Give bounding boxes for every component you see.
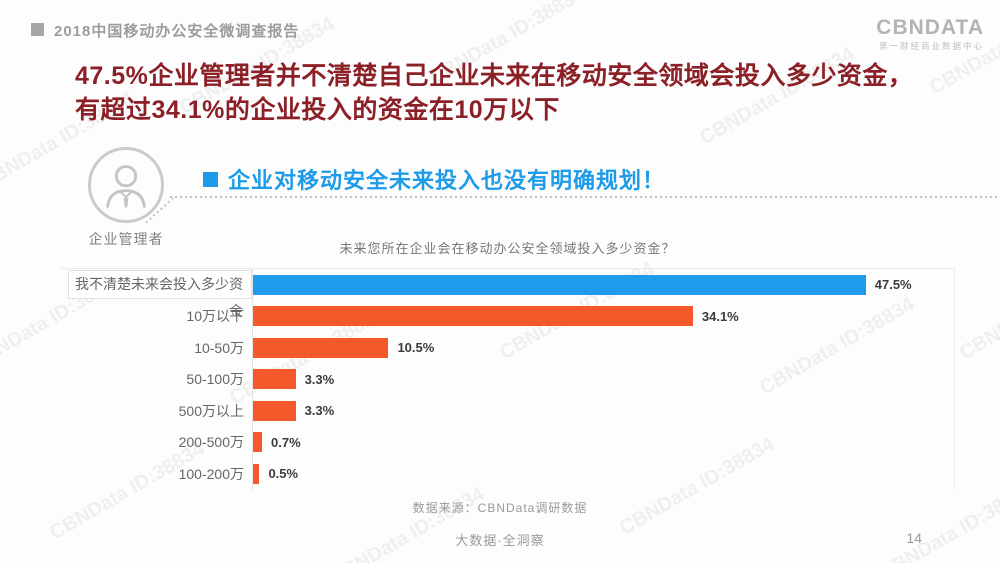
bar (253, 400, 296, 421)
category-label: 10万以下 (186, 308, 244, 325)
value-label: 10.5% (397, 340, 435, 356)
persona-block: 企业管理者 (84, 147, 168, 249)
category-label: 100-200万 (178, 465, 244, 482)
report-title: 2018中国移动办公安全微调查报告 (54, 23, 300, 40)
chart-row: 100-200万 0.5% (60, 458, 955, 490)
dotted-line-horizontal (170, 196, 997, 198)
logo-wordmark: CBNDATA (876, 16, 984, 39)
bar-track: 0.5% (252, 458, 955, 490)
footer-slogan: 大数据·全洞察 (455, 533, 545, 548)
chart-rows: 我不清楚未来会投入多少资金 47.5% 10万以下 34.1% 10-50万 10.5% 5… (60, 269, 955, 490)
chart-row: 500万以上 3.3% (60, 395, 955, 427)
chart-plot-area: 我不清楚未来会投入多少资金 47.5% 10万以下 34.1% 10-50万 10.5% 5… (60, 268, 955, 490)
headline-line2: 有超过34.1%的企业投入的资金在10万以下 (75, 96, 560, 124)
slide-headline: 47.5%企业管理者并不清楚自己企业未来在移动安全领域会投入多少资金， 有超过3… (75, 59, 935, 127)
bar-track: 47.5% (252, 269, 955, 301)
cbndata-logo: CBNDATA 第一财经商业数据中心 (876, 17, 984, 52)
bar (253, 306, 693, 327)
category-label: 50-100万 (186, 371, 244, 388)
category-label: 200-500万 (178, 434, 244, 451)
bar (253, 369, 296, 390)
value-label: 0.5% (268, 466, 299, 482)
value-label: 3.3% (304, 403, 335, 419)
header-square-bullet (31, 23, 44, 36)
bar-track: 3.3% (252, 395, 955, 427)
bar (253, 274, 866, 295)
category-label: 500万以上 (178, 402, 244, 419)
category-label: 10-50万 (194, 339, 244, 356)
headline-line1: 47.5%企业管理者并不清楚自己企业未来在移动安全领域会投入多少资金， (75, 62, 914, 90)
logo-subtitle: 第一财经商业数据中心 (878, 41, 984, 51)
chart-title: 未来您所在企业会在移动办公安全领域投入多少资金？ (339, 241, 676, 256)
value-label: 34.1% (701, 308, 739, 324)
chart-row: 10-50万 10.5% (60, 332, 955, 364)
bar-chart: 未来您所在企业会在移动办公安全领域投入多少资金？ 我不清楚未来会投入多少资金 47… (60, 238, 955, 490)
data-source-note: 数据来源：CBNData调研数据 (412, 501, 588, 515)
value-label: 0.7% (271, 434, 301, 450)
persona-label: 企业管理者 (88, 231, 164, 247)
value-label: 47.5% (874, 277, 912, 293)
chart-row: 10万以下 34.1% (60, 300, 955, 332)
chart-row: 50-100万 3.3% (60, 363, 955, 395)
category-label: 我不清楚未来会投入多少资金 (68, 270, 252, 319)
bar-track: 34.1% (252, 300, 955, 332)
section-bullet-icon (203, 171, 218, 187)
bar-track: 3.3% (252, 363, 955, 395)
bar (253, 337, 389, 358)
bar-track: 10.5% (252, 332, 955, 364)
page-number: 14 (906, 530, 922, 546)
section-heading-text: 企业对移动安全未来投入也没有明确规划！ (228, 168, 666, 193)
chart-row: 我不清楚未来会投入多少资金 47.5% (60, 269, 955, 319)
bar (253, 432, 263, 453)
value-label: 3.3% (304, 371, 335, 387)
bar-track: 0.7% (252, 426, 955, 458)
bar (253, 463, 260, 484)
chart-row: 200-500万 0.7% (60, 426, 955, 458)
business-person-icon (88, 147, 164, 223)
section-heading: 企业对移动安全未来投入也没有明确规划！ (203, 163, 665, 195)
